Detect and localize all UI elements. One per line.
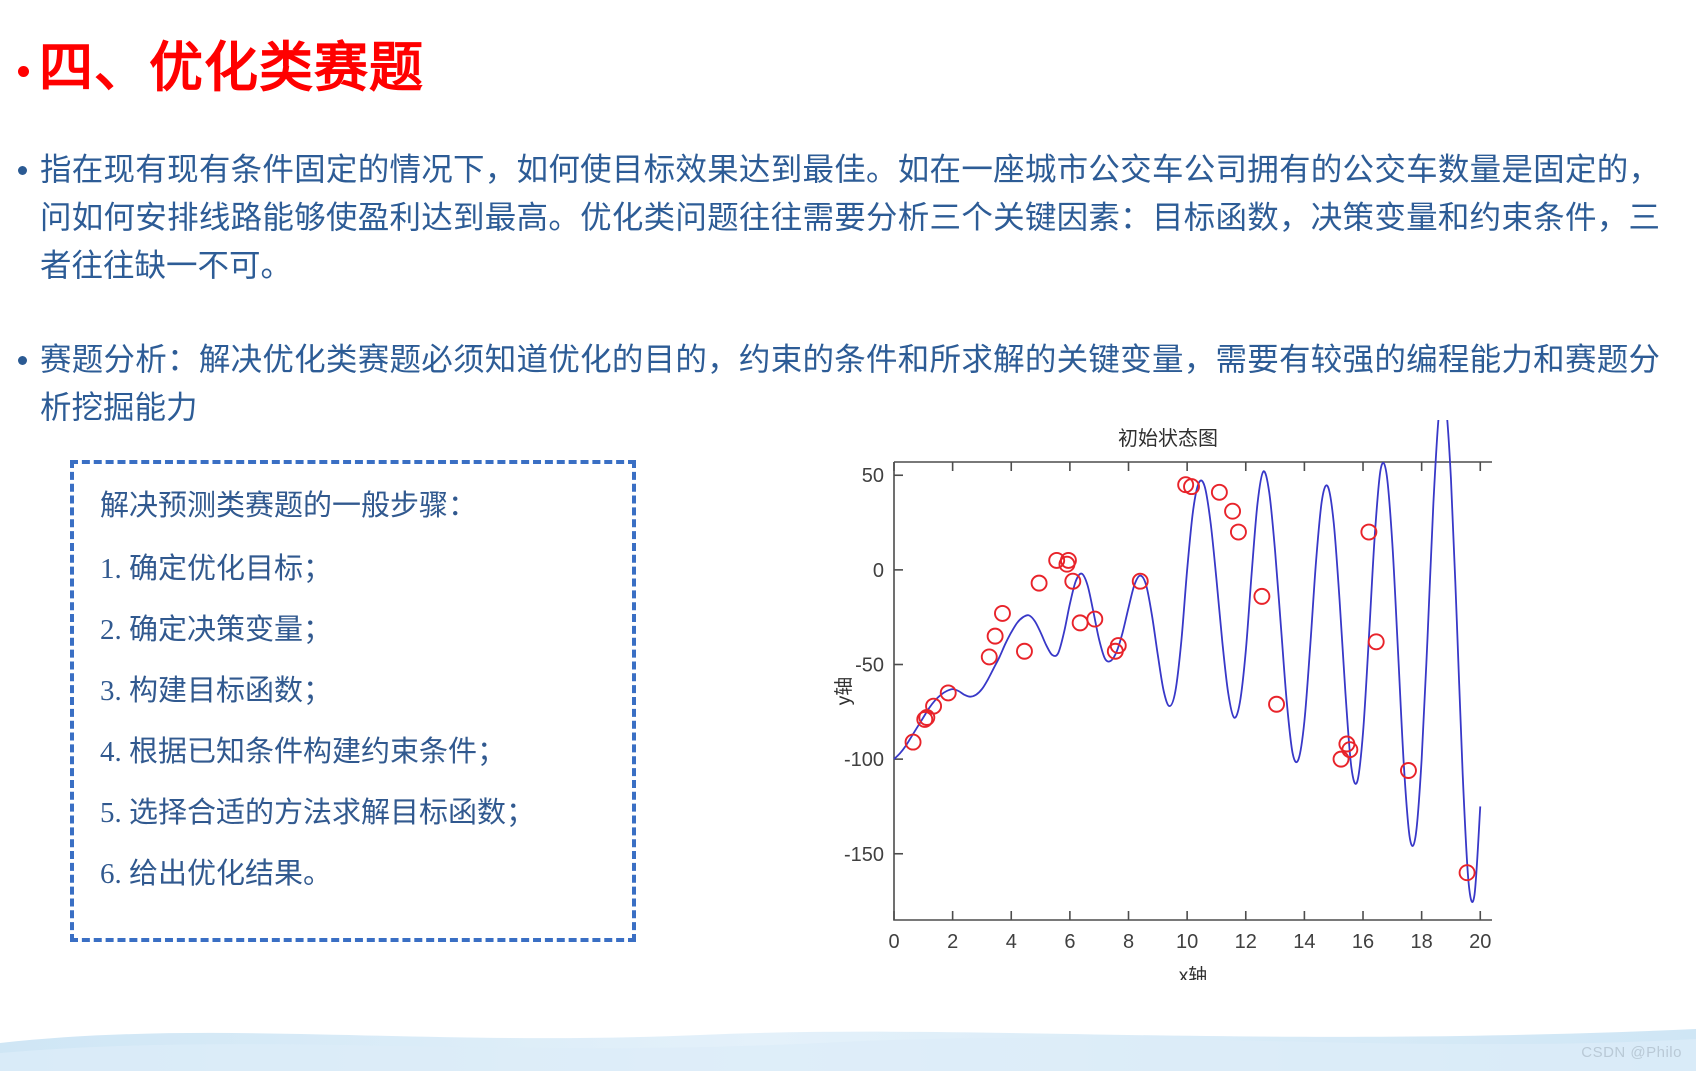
- step-item-2: 2. 确定决策变量；: [100, 614, 333, 646]
- svg-text:50: 50: [862, 465, 884, 487]
- svg-text:4: 4: [1006, 931, 1017, 953]
- body-bullet-1: 指在现有现有条件固定的情况下，如何使目标效果达到最佳。如在一座城市公交车公司拥有…: [18, 146, 1678, 290]
- svg-text:10: 10: [1176, 931, 1198, 953]
- chart-axes: [893, 461, 1492, 921]
- step-item-5: 5. 选择合适的方法求解目标函数；: [100, 797, 536, 829]
- svg-text:16: 16: [1352, 931, 1374, 953]
- svg-text:0: 0: [888, 931, 899, 953]
- svg-text:8: 8: [1123, 931, 1134, 953]
- step-item-6: 6. 给出优化结果。: [100, 858, 333, 890]
- chart-figure: 初始状态图 50 0 -50 -100 -150 0 2 4 6 8 10 12 14 16 18 20 x轴…: [828, 420, 1508, 980]
- chart-y-axis-label: y轴: [833, 677, 855, 706]
- title-bullet-icon: [18, 65, 29, 77]
- svg-text:20: 20: [1469, 931, 1491, 953]
- svg-text:18: 18: [1411, 931, 1433, 953]
- bottom-decorative-band: [0, 1013, 1696, 1071]
- page-title-text: 四、优化类赛题: [39, 38, 424, 98]
- step-item-4: 4. 根据已知条件构建约束条件；: [100, 736, 507, 768]
- body-bullet-2-text: 赛题分析：解决优化类赛题必须知道优化的目的，约束的条件和所求解的关键变量，需要有…: [40, 341, 1660, 425]
- chart-tick-marks: [893, 462, 1482, 920]
- bullet-dot-icon: [18, 166, 27, 175]
- chart-data-curve: [893, 420, 1482, 903]
- steps-heading: 解决预测类赛题的一般步骤：: [100, 490, 478, 522]
- step-item-1: 1. 确定优化目标；: [100, 553, 333, 585]
- svg-text:12: 12: [1235, 931, 1257, 953]
- chart-title: 初始状态图: [1118, 428, 1218, 450]
- chart-svg: 50 0 -50 -100 -150 0 2 4 6 8 10 12 14 16 18 20 x轴 y轴: [833, 420, 1492, 980]
- steps-callout-box: 解决预测类赛题的一般步骤： 1. 确定优化目标； 2. 确定决策变量； 3. 构…: [70, 460, 636, 942]
- page-title: 四、优化类赛题: [18, 40, 424, 97]
- svg-text:-100: -100: [844, 749, 884, 771]
- bullet-dot-icon: [18, 356, 27, 365]
- svg-text:14: 14: [1293, 931, 1315, 953]
- svg-text:-50: -50: [855, 655, 884, 677]
- chart-tick-labels: 50 0 -50 -100 -150 0 2 4 6 8 10 12 14 16 18 20: [844, 465, 1491, 953]
- step-item-3: 3. 构建目标函数；: [100, 675, 333, 707]
- chart-x-axis-label: x轴: [1179, 965, 1208, 980]
- body-bullet-1-text: 指在现有现有条件固定的情况下，如何使目标效果达到最佳。如在一座城市公交车公司拥有…: [40, 151, 1660, 283]
- chart-data-markers: [904, 476, 1476, 882]
- svg-text:2: 2: [947, 931, 958, 953]
- bottom-band-graphic: [0, 1025, 1696, 1071]
- svg-text:6: 6: [1064, 931, 1075, 953]
- watermark-text: CSDN @Philo: [1581, 1044, 1682, 1061]
- svg-text:-150: -150: [844, 844, 884, 866]
- body-bullet-2: 赛题分析：解决优化类赛题必须知道优化的目的，约束的条件和所求解的关键变量，需要有…: [18, 336, 1678, 432]
- svg-text:0: 0: [873, 560, 884, 582]
